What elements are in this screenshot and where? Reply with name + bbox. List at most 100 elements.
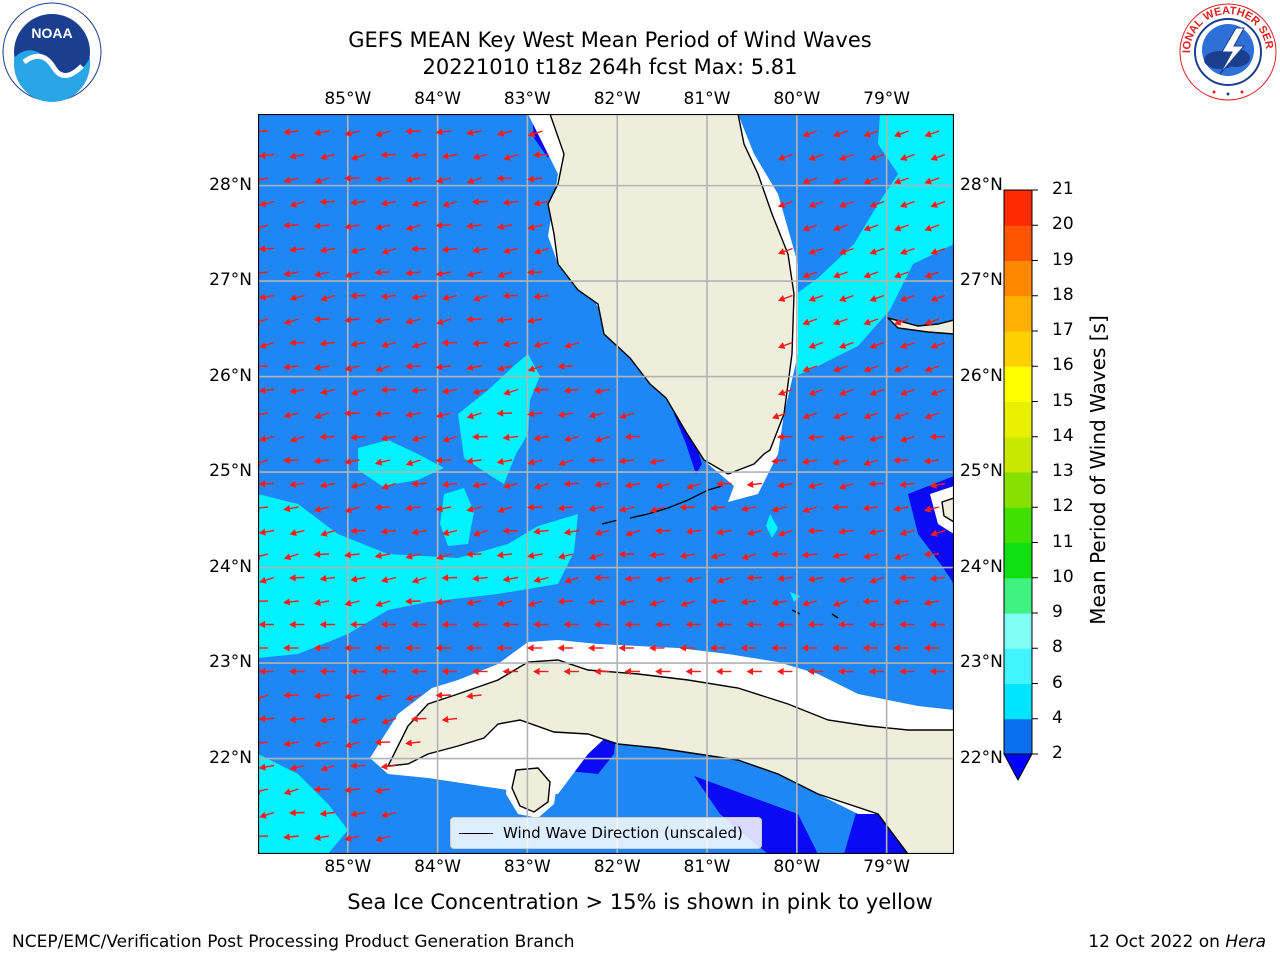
direction-arrowhead [411, 200, 419, 208]
direction-arrowhead [924, 365, 932, 373]
direction-arrowhead [869, 389, 877, 396]
direction-arrowhead [319, 481, 327, 489]
direction-arrowhead [862, 552, 871, 560]
direction-arrowhead [435, 456, 443, 464]
colorbar-tick-label: 20 [1052, 214, 1074, 235]
direction-arrowhead [283, 691, 290, 699]
colorbar-tick-label: 2 [1052, 743, 1063, 763]
direction-arrowhead [899, 574, 906, 582]
direction-arrowhead [649, 506, 658, 514]
direction-arrow [258, 224, 269, 229]
direction-arrowhead [319, 198, 327, 206]
direction-arrowhead [899, 295, 908, 302]
direction-arrowhead [435, 128, 443, 136]
direction-arrowhead [441, 339, 449, 347]
colorbar-segment [1004, 331, 1032, 367]
direction-arrowhead [802, 506, 810, 514]
direction-arrowhead [320, 294, 328, 302]
direction-arrowhead [832, 318, 841, 326]
direction-arrowhead [313, 644, 321, 652]
direction-arrowhead [442, 435, 450, 443]
direction-arrowhead [771, 644, 778, 652]
direction-arrowhead [289, 620, 296, 629]
direction-arrowhead [289, 529, 297, 537]
direction-arrowhead [380, 199, 388, 207]
direction-arrowhead [869, 248, 877, 255]
colorbar-segment [1004, 225, 1032, 261]
direction-arrowhead [557, 597, 565, 605]
direction-arrowhead [838, 434, 846, 442]
direction-arrowhead [594, 387, 602, 395]
direction-arrowhead [405, 739, 413, 747]
direction-arrowhead [436, 553, 444, 561]
direction-arrow [258, 412, 269, 416]
direction-arrowhead [344, 129, 352, 137]
direction-arrowhead [289, 667, 296, 676]
direction-arrowhead [405, 552, 413, 560]
direction-arrowhead [893, 318, 902, 326]
direction-arrowhead [716, 576, 725, 584]
direction-arrowhead [435, 505, 443, 513]
direction-arrowhead [893, 177, 902, 185]
direction-arrowhead [533, 620, 540, 629]
direction-arrowhead [344, 834, 352, 842]
direction-arrowhead [350, 482, 358, 490]
direction-arrowhead [807, 433, 815, 441]
direction-arrowhead [472, 339, 480, 347]
direction-arrowhead [350, 810, 358, 818]
direction-arrowhead [502, 620, 510, 629]
direction-arrowhead [375, 130, 383, 138]
direction-arrowhead [930, 389, 938, 396]
direction-arrowhead [527, 503, 534, 511]
direction-arrowhead [557, 504, 565, 512]
direction-arrowhead [716, 620, 723, 629]
lon-tick-label-top: 85°W [324, 89, 372, 109]
direction-arrowhead [533, 247, 542, 255]
direction-arrowhead [838, 389, 847, 396]
direction-arrowhead [405, 362, 412, 370]
direction-arrowhead [863, 271, 871, 279]
direction-arrowhead [655, 620, 662, 629]
direction-arrowhead [777, 529, 786, 537]
direction-arrowhead [289, 715, 297, 723]
direction-arrowhead [655, 667, 662, 676]
direction-arrowhead [899, 529, 907, 537]
direction-arrowhead [344, 506, 353, 514]
direction-arrowhead [801, 551, 809, 559]
map-gridlines [258, 114, 954, 854]
direction-arrowhead [808, 389, 816, 396]
direction-arrowhead [594, 574, 601, 582]
colorbar-segment [1004, 436, 1032, 473]
direction-arrowhead [557, 552, 566, 560]
direction-arrowhead [283, 740, 291, 748]
direction-arrowhead [411, 715, 418, 723]
direction-arrowhead [411, 667, 418, 676]
direction-arrowhead [680, 600, 688, 608]
direction-arrowhead [868, 435, 877, 443]
direction-arrowhead [503, 388, 511, 396]
direction-arrowhead [283, 505, 291, 513]
direction-arrowhead [289, 245, 297, 253]
direction-arrowhead [685, 576, 694, 584]
direction-arrowhead [527, 644, 534, 652]
direction-arrowhead [374, 503, 382, 511]
lat-tick-label-left: 26°N [209, 365, 252, 386]
direction-arrowhead [435, 644, 443, 652]
direction-arrowhead [381, 482, 389, 490]
direction-arrowhead [777, 574, 785, 582]
colorbar-tick-label: 8 [1052, 637, 1063, 658]
lon-tick-label-top: 83°W [503, 89, 551, 109]
direction-arrowhead [899, 154, 908, 161]
colorbar-tick-label: 9 [1052, 602, 1063, 622]
direction-arrowhead [313, 222, 321, 230]
direction-arrowhead [374, 268, 382, 276]
colorbar [1000, 186, 1050, 790]
direction-arrowhead [832, 224, 841, 232]
sea-ice-note: Sea Ice Concentration > 15% is shown in … [347, 890, 933, 914]
direction-arrowhead [533, 386, 540, 394]
direction-arrowhead [863, 365, 871, 373]
lat-tick-label-right: 27°N [960, 270, 1003, 291]
footer-machine: Hera [1225, 932, 1266, 952]
direction-arrowhead [283, 598, 291, 606]
direction-arrowhead [838, 248, 847, 255]
